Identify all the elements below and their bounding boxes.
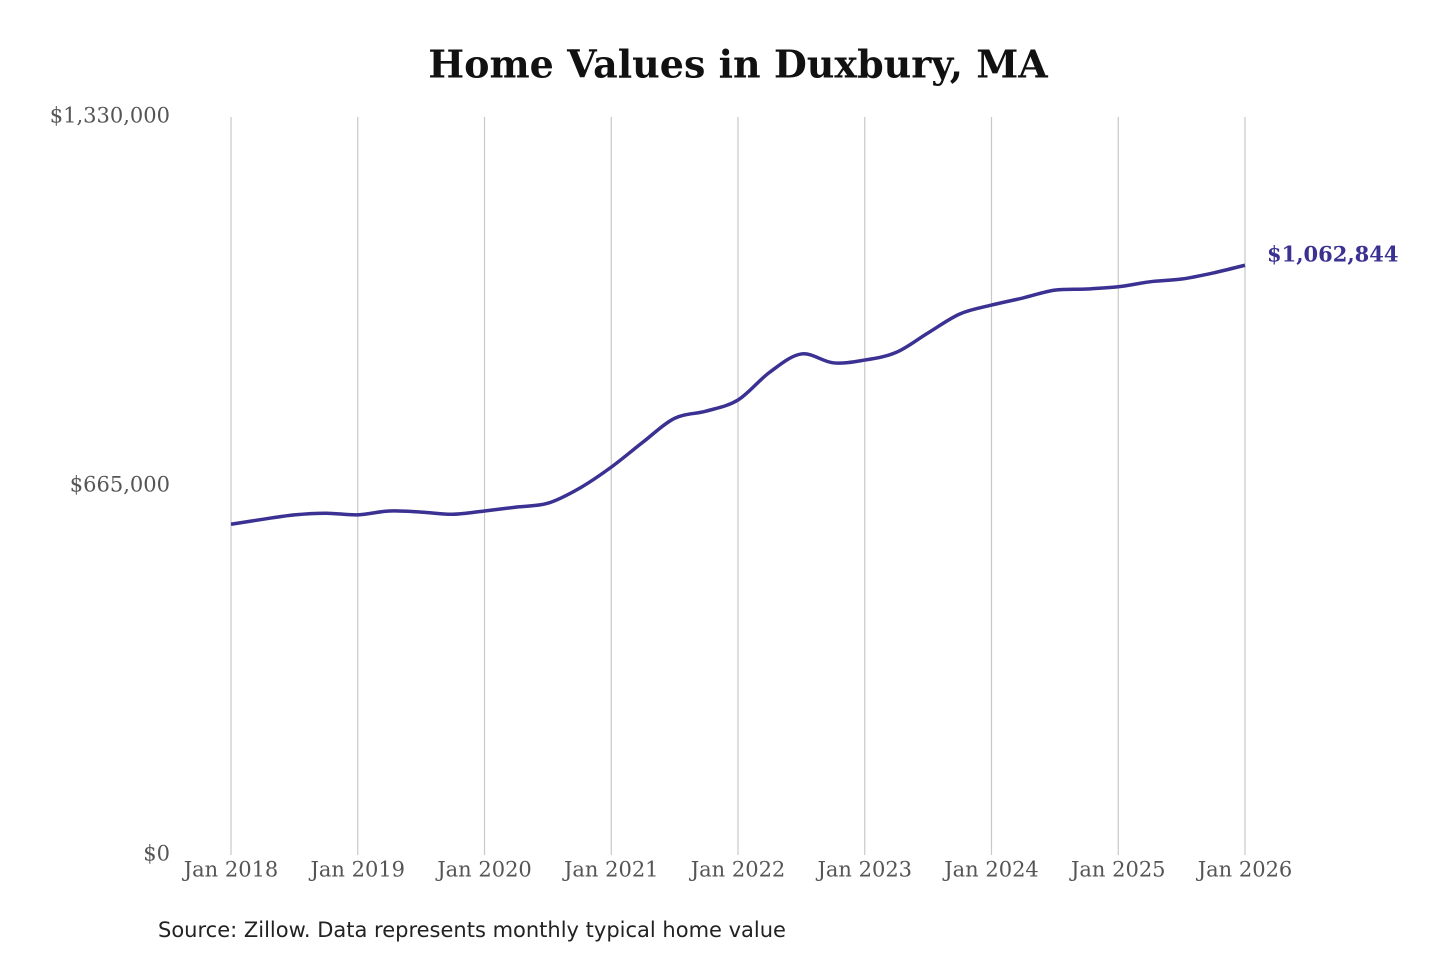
x-tick-label: Jan 2021 xyxy=(562,858,659,882)
value-label: $1,062,844 xyxy=(1267,242,1399,267)
x-tick-label: Jan 2018 xyxy=(182,858,279,882)
x-tick-label: Jan 2026 xyxy=(1196,858,1293,882)
y-tick-label: $665,000 xyxy=(70,473,170,497)
y-tick-label: $1,330,000 xyxy=(50,104,170,128)
chart-title: Home Values in Duxbury, MA xyxy=(428,42,1048,87)
x-tick-label: Jan 2019 xyxy=(308,858,405,882)
x-tick-label: Jan 2025 xyxy=(1069,858,1166,882)
x-tick-label: Jan 2022 xyxy=(689,858,786,882)
x-tick-label: Jan 2023 xyxy=(815,858,912,882)
x-tick-label: Jan 2024 xyxy=(942,858,1039,882)
line xyxy=(230,263,1246,527)
x-tick-label: Jan 2020 xyxy=(435,858,532,882)
y-tick-label: $0 xyxy=(143,842,170,866)
source-note: Source: Zillow. Data represents monthly … xyxy=(158,918,786,942)
